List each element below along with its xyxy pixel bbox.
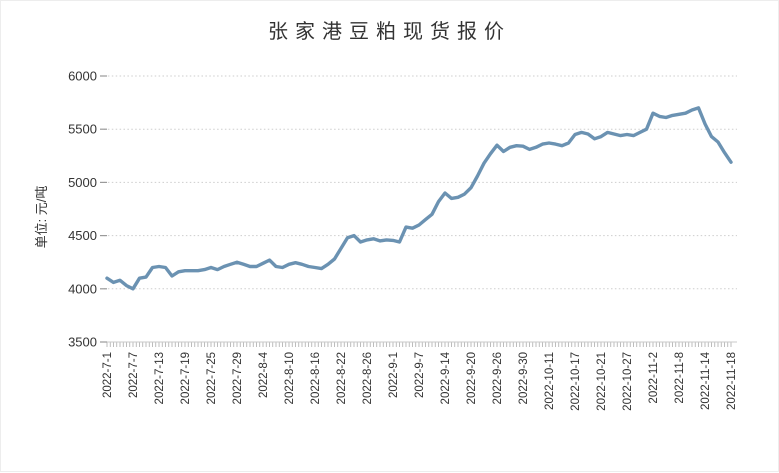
x-tick-label: 2022-8-26 — [362, 352, 374, 404]
x-tick-label: 2022-11-18 — [726, 352, 738, 410]
y-tick-label: 5500 — [68, 122, 97, 137]
x-tick-label: 2022-10-21 — [596, 352, 608, 411]
y-tick-label: 5000 — [68, 175, 97, 190]
y-tick-label: 4500 — [68, 228, 97, 243]
x-tick-label: 2022-8-22 — [336, 352, 348, 404]
y-tick-label: 3500 — [68, 335, 97, 350]
x-tick-label: 2022-9-30 — [518, 352, 530, 404]
x-tick-label: 2022-9-7 — [414, 352, 426, 398]
x-tick-label: 2022-9-1 — [388, 352, 400, 398]
x-tick-label: 2022-8-4 — [258, 351, 270, 398]
x-tick-label: 2022-10-11 — [544, 352, 556, 410]
x-tick-label: 2022-11-14 — [700, 351, 712, 410]
chart-title: 张家港豆粕现货报价 — [268, 21, 511, 43]
x-tick-label: 2022-11-8 — [674, 352, 686, 404]
x-tick-label: 2022-7-19 — [180, 352, 192, 404]
x-tick-label: 2022-7-7 — [128, 352, 140, 398]
x-tick-label: 2022-9-26 — [492, 352, 504, 404]
x-tick-label: 2022-10-17 — [570, 352, 582, 411]
x-tick-label: 2022-10-27 — [622, 352, 634, 411]
x-tick-label: 2022-8-10 — [284, 352, 296, 404]
x-tick-label: 2022-7-1 — [102, 352, 114, 398]
x-tick-label: 2022-8-16 — [310, 352, 322, 404]
y-tick-label: 6000 — [68, 69, 97, 84]
x-tick-label: 2022-9-20 — [466, 352, 478, 404]
y-tick-label: 4000 — [68, 281, 97, 296]
x-tick-label: 2022-11-2 — [648, 352, 660, 404]
x-tick-label: 2022-7-13 — [154, 352, 166, 404]
price-line — [105, 106, 733, 291]
x-tick-label: 2022-7-29 — [232, 352, 244, 404]
x-tick-label: 2022-7-25 — [206, 352, 218, 404]
x-tick-label: 2022-9-14 — [440, 351, 452, 404]
